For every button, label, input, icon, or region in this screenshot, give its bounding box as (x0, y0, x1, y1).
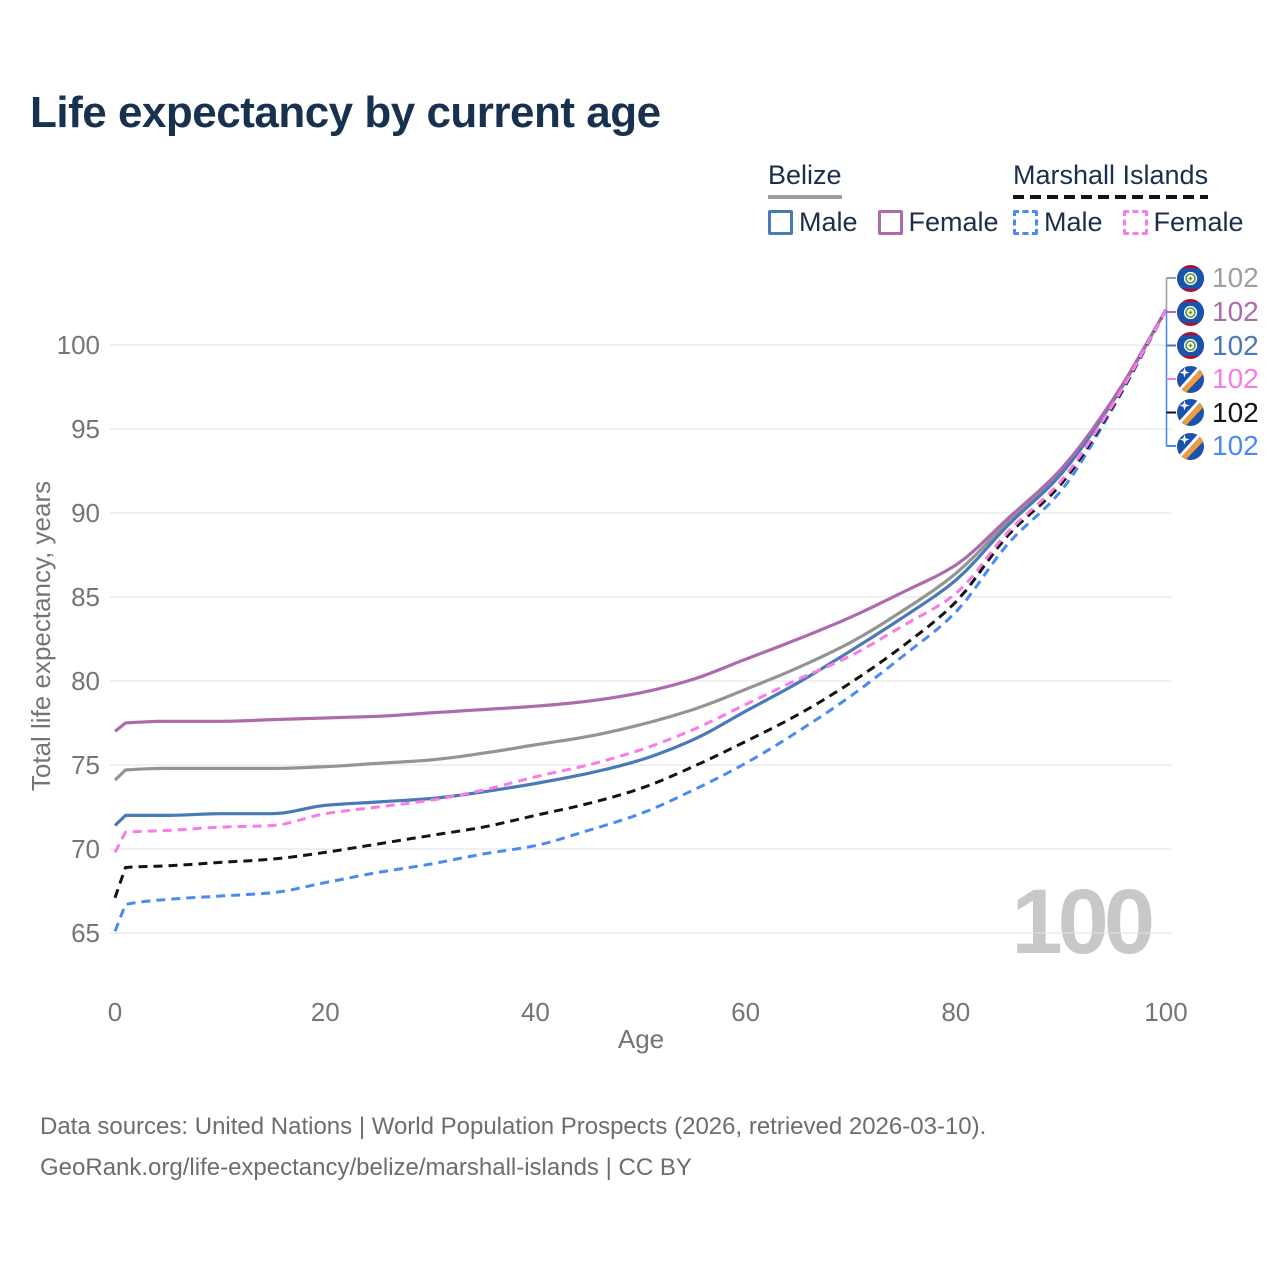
series-line-marshall-islands-female (113, 308, 1168, 854)
page-title: Life expectancy by current age (30, 88, 661, 137)
legend-item-label: Female (1153, 207, 1244, 237)
source-note: Data sources: United Nations | World Pop… (40, 1106, 986, 1188)
y-tick-label: 75 (71, 750, 100, 780)
x-tick-label: 20 (311, 997, 340, 1027)
marshall-islands-line-style-sample (1013, 195, 1209, 199)
series-line-marshall-islands-all (113, 308, 1168, 899)
y-tick-label: 100 (57, 330, 100, 360)
x-tick-label: 40 (521, 997, 550, 1027)
legend-header-label: Marshall Islands (1013, 160, 1209, 190)
y-tick-label: 95 (71, 414, 100, 444)
y-tick-label: 80 (71, 666, 100, 696)
y-tick-label: 85 (71, 582, 100, 612)
legend-header-marshall-islands[interactable]: Marshall Islands (1013, 160, 1209, 199)
belize-male-swatch-icon (768, 210, 793, 235)
legend-group-belize: Belize Male Female (768, 160, 999, 238)
x-tick-label: 60 (731, 997, 760, 1027)
y-tick-label: 65 (71, 918, 100, 948)
source-line-2[interactable]: GeoRank.org/life-expectancy/belize/marsh… (40, 1154, 692, 1181)
legend-item-marshall-female[interactable]: Female (1122, 207, 1244, 238)
y-axis-title: Total life expectancy, years (26, 481, 56, 791)
series-line-belize-male (113, 308, 1168, 827)
legend-item-marshall-male[interactable]: Male (1013, 207, 1103, 238)
x-axis-title: Age (618, 1024, 664, 1054)
y-tick-label: 90 (71, 498, 100, 528)
series-line-marshall-islands-male (113, 308, 1168, 932)
source-line-1: Data sources: United Nations | World Pop… (40, 1113, 987, 1140)
x-tick-label: 80 (941, 997, 970, 1027)
legend-item-belize-female[interactable]: Female (877, 207, 999, 238)
marshall-female-swatch-icon (1122, 210, 1148, 235)
age-counter-watermark: 100 (1012, 871, 1152, 973)
series-line-belize-female (114, 308, 1168, 733)
marshall-male-swatch-icon (1013, 210, 1038, 235)
legend-header-label: Belize (768, 160, 842, 190)
y-tick-label: 70 (71, 834, 100, 864)
legend-item-label: Male (799, 207, 858, 237)
legend-group-marshall-islands: Marshall Islands Male Female (1013, 160, 1244, 238)
legend-item-label: Male (1044, 207, 1103, 237)
legend-item-belize-male[interactable]: Male (768, 207, 858, 238)
x-tick-label: 0 (108, 997, 122, 1027)
legend-header-belize[interactable]: Belize (768, 160, 842, 199)
belize-line-style-sample (768, 195, 842, 199)
belize-female-swatch-icon (877, 210, 903, 235)
x-tick-label: 100 (1144, 997, 1187, 1027)
legend-item-label: Female (908, 207, 999, 237)
series-line-belize-all (113, 308, 1168, 782)
